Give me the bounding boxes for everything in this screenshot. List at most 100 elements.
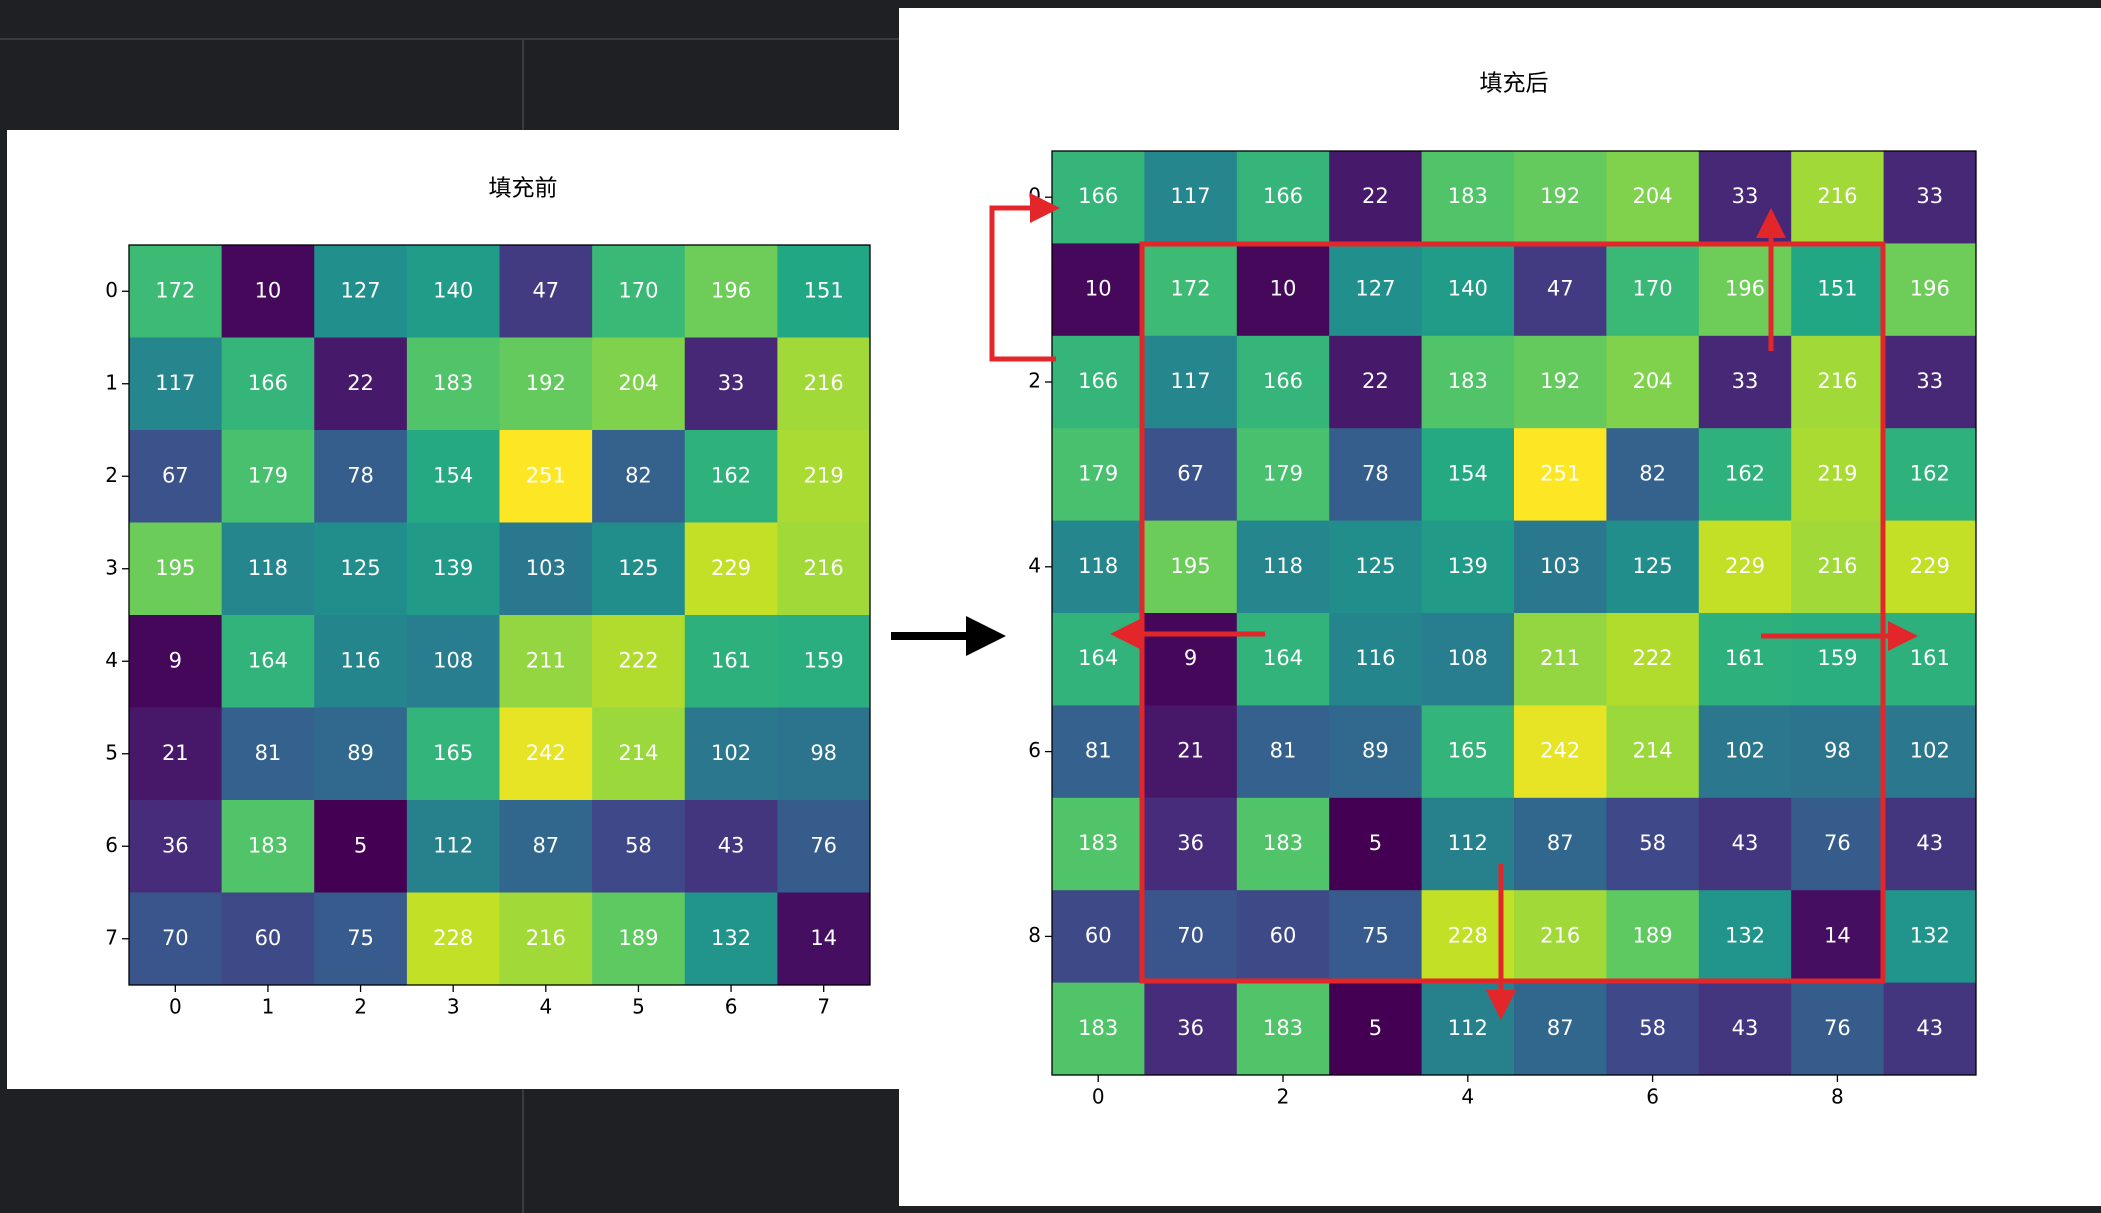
heatmap-cell: [1791, 705, 1885, 799]
cell-label: 183: [1078, 831, 1118, 855]
heatmap-cell: [1883, 243, 1977, 337]
heatmap-cell: [1144, 428, 1238, 522]
cell-label: 21: [162, 741, 189, 765]
heatmap-cell: [777, 615, 871, 708]
heatmap-cell: [1514, 982, 1607, 1076]
y-tick-label: 4: [105, 648, 118, 672]
heatmap-cell: [777, 522, 871, 616]
cell-label: 108: [1448, 646, 1488, 670]
heatmap-cell: [1698, 797, 1792, 891]
cell-label: 139: [433, 556, 473, 580]
cell-label: 159: [804, 648, 844, 672]
heatmap-cell: [1144, 151, 1238, 244]
cell-label: 162: [711, 463, 751, 487]
heatmap-cell: [684, 615, 778, 708]
cell-label: 161: [711, 648, 751, 672]
cell-label: 36: [1177, 1016, 1204, 1040]
cell-label: 58: [625, 833, 652, 857]
y-tick-label: 2: [105, 463, 118, 487]
cell-label: 166: [1263, 184, 1303, 208]
y-tick-label: 3: [105, 555, 118, 579]
cell-label: 98: [1824, 739, 1851, 763]
cell-label: 76: [1824, 1016, 1851, 1040]
cell-label: 102: [711, 741, 751, 765]
heatmap-cell: [592, 707, 686, 801]
cell-label: 22: [1362, 184, 1389, 208]
cell-label: 216: [804, 371, 844, 395]
y-tick-label: 1: [105, 370, 118, 394]
cell-label: 183: [1078, 1016, 1118, 1040]
annotations: [891, 193, 1918, 1020]
cell-label: 118: [248, 556, 288, 580]
cell-label: 10: [255, 278, 282, 302]
cell-label: 204: [618, 371, 658, 395]
x-tick-label: 2: [354, 995, 367, 1019]
heatmap-cell: [1883, 520, 1977, 614]
heatmap-cell: [1421, 243, 1515, 337]
cell-label: 47: [1547, 277, 1574, 301]
cell-label: 242: [526, 741, 566, 765]
cell-label: 172: [1171, 277, 1211, 301]
x-tick-label: 8: [1831, 1085, 1844, 1109]
x-tick-label: 4: [1461, 1085, 1474, 1109]
cell-label: 196: [711, 278, 751, 302]
heatmap-cell: [1329, 890, 1423, 984]
heatmap-cell: [1606, 428, 1700, 522]
heatmap-cell: [499, 522, 593, 616]
cell-label: 183: [1448, 369, 1488, 393]
heatmap-cell: [1883, 890, 1977, 984]
heatmap-cell: [1606, 890, 1700, 984]
cell-label: 214: [1633, 739, 1673, 763]
heatmap-cell: [1606, 613, 1700, 706]
cell-label: 89: [347, 741, 374, 765]
cell-label: 211: [526, 648, 566, 672]
heatmap-cell: [1052, 890, 1145, 984]
heatmap-cell: [1791, 613, 1885, 706]
heatmap-cell: [1052, 151, 1145, 244]
cell-label: 211: [1540, 646, 1580, 670]
heatmap-cell: [129, 245, 223, 338]
cell-label: 204: [1633, 369, 1673, 393]
heatmap-cell: [499, 245, 593, 338]
heatmap-cell: [1052, 428, 1145, 522]
heatmap-cell: [129, 337, 223, 431]
cell-label: 192: [526, 371, 566, 395]
cell-label: 183: [1448, 184, 1488, 208]
heatmap-cell: [1606, 982, 1700, 1076]
cell-label: 154: [433, 463, 473, 487]
cell-label: 159: [1817, 646, 1857, 670]
cell-label: 216: [1817, 554, 1857, 578]
cell-label: 14: [1824, 923, 1851, 947]
heatmap-cell: [1883, 982, 1977, 1076]
heatmap-cell: [1606, 705, 1700, 799]
cell-label: 9: [169, 648, 182, 672]
heatmap-cell: [592, 892, 686, 986]
heatmap-cell: [1514, 797, 1607, 891]
cell-label: 228: [1448, 923, 1488, 947]
heatmap-cell: [1329, 151, 1423, 244]
heatmap-cell: [1514, 335, 1607, 429]
cell-label: 164: [1078, 646, 1118, 670]
heatmap-cell: [684, 892, 778, 986]
heatmap-cell: [1606, 520, 1700, 614]
cell-label: 21: [1177, 739, 1204, 763]
cell-label: 33: [1916, 184, 1943, 208]
cell-label: 164: [248, 648, 288, 672]
cell-label: 117: [1171, 184, 1211, 208]
cell-label: 112: [1448, 831, 1488, 855]
heatmap-cell: [1236, 520, 1330, 614]
x-tick-label: 6: [725, 995, 738, 1019]
cell-label: 103: [526, 556, 566, 580]
heatmap-cell: [1883, 335, 1977, 429]
heatmap-cell: [1329, 705, 1423, 799]
cell-label: 228: [433, 926, 473, 950]
heatmap-cell: [1144, 890, 1238, 984]
cell-label: 5: [1369, 1016, 1382, 1040]
heatmap-cell: [1329, 797, 1423, 891]
cell-label: 192: [1540, 184, 1580, 208]
heatmap-cell: [1052, 705, 1145, 799]
heatmap-cell: [314, 337, 408, 431]
heatmap-cell: [1698, 243, 1792, 337]
cell-label: 183: [248, 833, 288, 857]
